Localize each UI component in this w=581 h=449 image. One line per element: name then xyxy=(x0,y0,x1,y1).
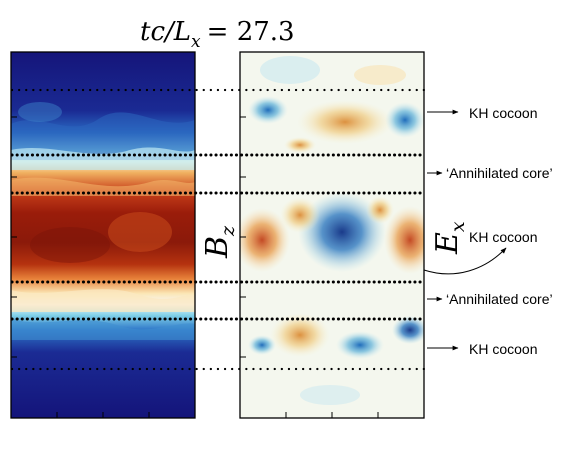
dotted-boundaries xyxy=(10,88,426,371)
title-value: = 27.3 xyxy=(207,17,295,47)
ex-panel xyxy=(240,52,424,418)
annotation-curved-arrow xyxy=(423,247,507,275)
title-subscript: x xyxy=(191,32,201,52)
ex-label: Ex xyxy=(430,221,469,255)
annotation-kh-cocoon-top: KH cocoon xyxy=(427,105,537,121)
title-prefix: tc/L xyxy=(140,17,191,47)
title: tc/Lx = 27.3 xyxy=(140,17,295,52)
annotation-label: KH cocoon xyxy=(469,341,537,357)
annotation-kh-cocoon-bottom: KH cocoon xyxy=(427,341,537,357)
annotation-label: KH cocoon xyxy=(469,229,537,245)
ex-panel-ticks xyxy=(240,116,379,418)
annotation-label: KH cocoon xyxy=(469,105,537,121)
bz-label: Bz xyxy=(200,225,239,259)
annotation-annihilated-core-lower: ‘Annihilated core’ xyxy=(427,291,553,307)
annotation-kh-cocoon-middle: KH cocoon xyxy=(423,229,537,275)
annotation-label: ‘Annihilated core’ xyxy=(446,165,553,181)
annotation-label: ‘Annihilated core’ xyxy=(446,291,553,307)
annotation-annihilated-core-upper: ‘Annihilated core’ xyxy=(427,165,553,181)
bz-panel xyxy=(11,52,195,418)
bz-panel-ticks xyxy=(11,116,150,418)
